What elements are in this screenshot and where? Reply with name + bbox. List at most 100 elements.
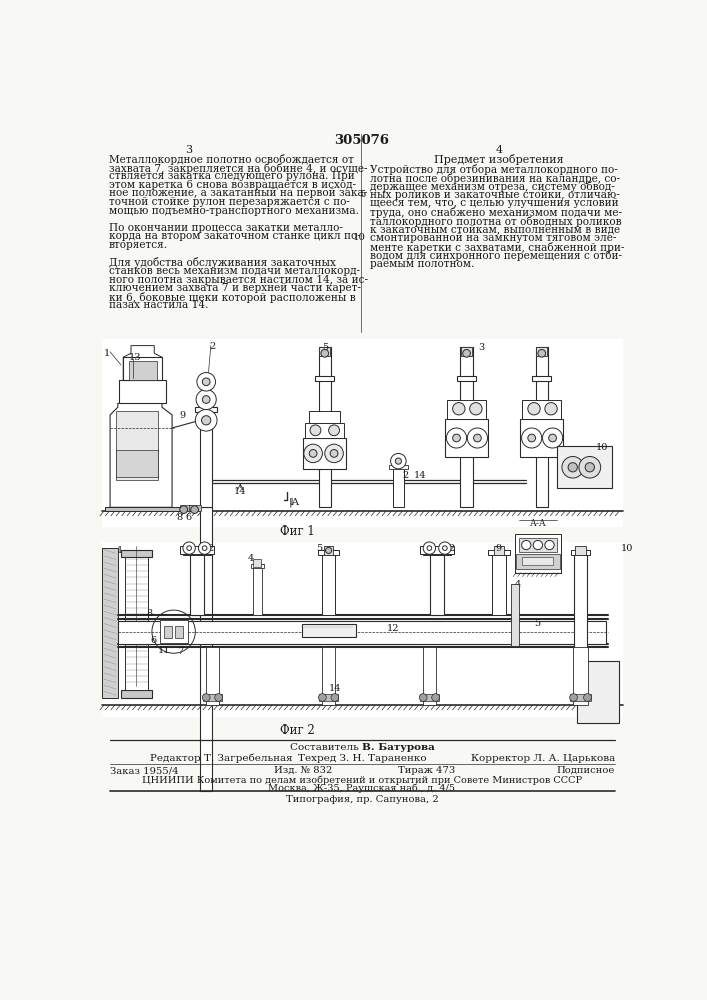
Circle shape (391, 453, 406, 469)
Bar (448, 400, 486, 419)
Circle shape (549, 434, 556, 442)
Text: ного полотна закрывается настилом 14, за ис-: ного полотна закрывается настилом 14, за… (109, 275, 368, 285)
Circle shape (542, 428, 563, 448)
Circle shape (427, 546, 432, 550)
Bar (557, 446, 612, 488)
Bar (301, 624, 356, 637)
Circle shape (545, 403, 557, 415)
Text: В. Батурова: В. Батурова (362, 743, 435, 752)
Circle shape (199, 542, 211, 554)
Text: 4: 4 (248, 554, 255, 563)
Circle shape (215, 694, 223, 701)
Text: Металлокордное полотно освобождается от: Металлокордное полотно освобождается от (109, 154, 354, 165)
Circle shape (474, 434, 481, 442)
Text: Техред З. Н. Тараненко: Техред З. Н. Тараненко (298, 754, 426, 763)
Bar (183, 550, 211, 555)
Bar (423, 550, 451, 555)
Bar (516, 554, 559, 569)
Text: 8: 8 (176, 513, 182, 522)
Bar (253, 559, 261, 567)
Bar (489, 550, 510, 555)
Circle shape (191, 506, 199, 513)
Bar (320, 694, 338, 701)
Text: 8: 8 (146, 609, 153, 618)
Bar (522, 557, 554, 565)
Text: вторяется.: вторяется. (109, 240, 168, 250)
Text: труда, оно снабжено механизмом подачи ме-: труда, оно снабжено механизмом подачи ме… (370, 207, 621, 218)
Text: мощью подъемно-транспортного механизма.: мощью подъемно-транспортного механизма. (109, 206, 358, 216)
Circle shape (585, 463, 595, 472)
Bar (577, 661, 619, 723)
Text: 3: 3 (185, 145, 193, 155)
Bar (251, 564, 264, 568)
Text: 14: 14 (414, 471, 426, 480)
Circle shape (568, 463, 578, 472)
Circle shape (570, 694, 578, 701)
Bar (420, 546, 454, 554)
Text: 5: 5 (534, 619, 540, 628)
Bar (180, 546, 214, 554)
Text: этом каретка 6 снова возвращается в исход-: этом каретка 6 снова возвращается в исхо… (109, 180, 356, 190)
Bar (121, 550, 152, 557)
Text: смонтированной на замкнутом тяговом эле-: смонтированной на замкнутом тяговом эле- (370, 233, 616, 243)
Bar (129, 361, 156, 380)
Bar (195, 407, 217, 412)
Circle shape (197, 373, 216, 391)
Circle shape (310, 425, 321, 436)
Text: 2: 2 (402, 471, 409, 480)
Bar (574, 550, 587, 654)
Circle shape (528, 403, 540, 415)
Circle shape (321, 349, 329, 357)
Bar (324, 546, 333, 555)
Text: 1: 1 (104, 349, 110, 358)
Bar (180, 505, 192, 511)
Bar (115, 411, 158, 480)
Text: 2: 2 (208, 544, 214, 553)
Circle shape (522, 428, 542, 448)
Circle shape (329, 425, 339, 436)
Bar (305, 423, 344, 438)
Text: |A: |A (288, 497, 300, 507)
Text: ЦНИИПИ Комитета по делам изобретений и открытий при Совете Министров СССР: ЦНИИПИ Комитета по делам изобретений и о… (142, 775, 582, 785)
Bar (103, 548, 118, 698)
Text: 10: 10 (353, 233, 366, 242)
Circle shape (443, 546, 448, 550)
Text: 5: 5 (322, 343, 329, 352)
Text: пазах настила 14.: пазах настила 14. (109, 300, 208, 310)
Bar (319, 347, 331, 507)
Text: Редактор Т. Загребельная: Редактор Т. Загребельная (151, 754, 293, 763)
Circle shape (419, 694, 427, 701)
Circle shape (202, 396, 210, 403)
Text: Составитель: Составитель (290, 743, 362, 752)
Bar (510, 584, 518, 646)
Text: 5: 5 (316, 544, 322, 553)
Bar (175, 626, 183, 638)
Bar (317, 550, 339, 555)
Bar (118, 621, 606, 644)
Bar (206, 647, 218, 705)
Text: 14: 14 (329, 684, 341, 693)
Bar (535, 347, 548, 507)
Text: держащее механизм отреза, систему обвод-: держащее механизм отреза, систему обвод- (370, 181, 614, 192)
Circle shape (183, 542, 195, 554)
Circle shape (325, 444, 344, 463)
Text: Для удобства обслуживания закаточных: Для удобства обслуживания закаточных (109, 257, 335, 268)
Text: Подписное: Подписное (556, 766, 614, 775)
Circle shape (538, 349, 546, 357)
Bar (203, 694, 222, 701)
Circle shape (545, 540, 554, 550)
Bar (190, 550, 204, 615)
Bar (537, 347, 547, 356)
Bar (160, 620, 187, 643)
Text: захвата 7, закрепляется на бобине 4, и осуще-: захвата 7, закрепляется на бобине 4, и о… (109, 163, 367, 174)
Text: Фиг 2: Фиг 2 (280, 724, 315, 737)
Circle shape (330, 450, 338, 457)
Circle shape (395, 458, 402, 464)
Text: точной стойке рулон перезаряжается с по-: точной стойке рулон перезаряжается с по- (109, 197, 349, 207)
Circle shape (533, 540, 542, 550)
Text: 9: 9 (180, 411, 186, 420)
Text: 9: 9 (495, 544, 501, 553)
Text: 12: 12 (387, 624, 399, 633)
Circle shape (562, 456, 583, 478)
Bar (492, 550, 506, 615)
